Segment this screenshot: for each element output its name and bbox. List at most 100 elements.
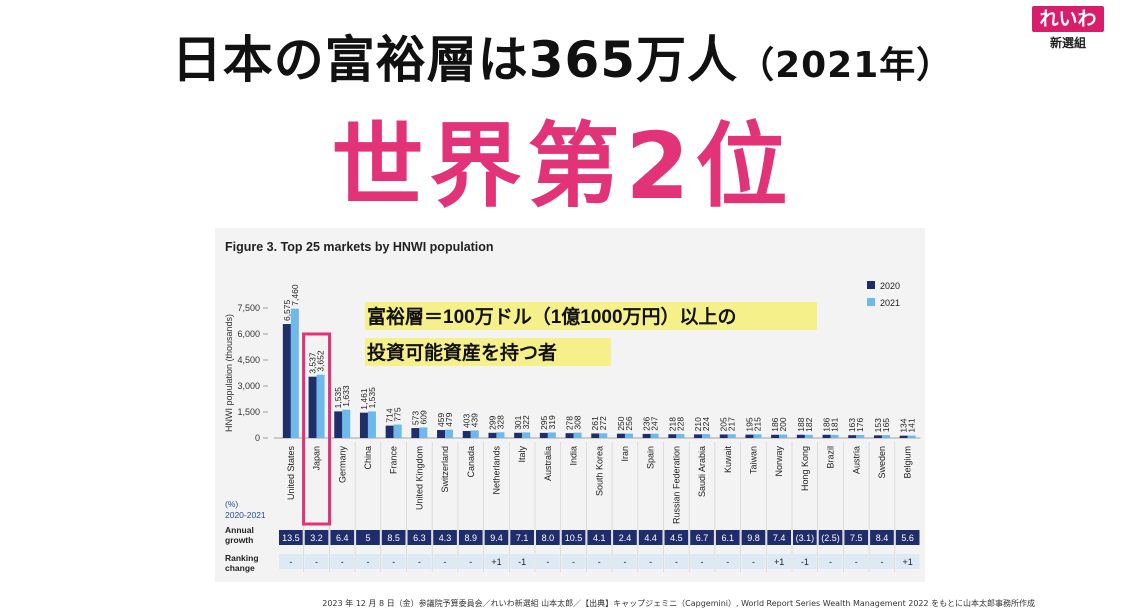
growth-value: 4.1: [593, 533, 606, 543]
bar-2021: [624, 433, 633, 438]
bar-value-label: 247: [650, 416, 660, 430]
growth-cell: [330, 530, 355, 545]
growth-cell: [818, 530, 843, 545]
bar-2020: [539, 432, 548, 438]
category-label: China: [363, 446, 373, 470]
ranking-cell: [690, 554, 714, 569]
bar-2020: [591, 433, 600, 438]
bar-value-label: 261: [590, 416, 600, 430]
bar-value-label: 250: [616, 416, 626, 430]
growth-value: 6.1: [721, 533, 734, 543]
growth-value: (2.5): [821, 533, 840, 543]
ranking-cell: [407, 554, 432, 569]
bar-2021: [779, 434, 788, 438]
ranking-value: -: [675, 557, 678, 567]
bar-value-label: 301: [513, 415, 523, 429]
bar-value-label: 775: [393, 407, 403, 421]
bar-2021: [881, 435, 890, 438]
growth-cell: [381, 530, 406, 545]
growth-row-label: Annual: [225, 525, 254, 535]
bar-value-label: 182: [804, 417, 814, 431]
category-label: Spain: [646, 446, 656, 469]
bar-2021: [445, 429, 454, 438]
bar-chart: Figure 3. Top 25 markets by HNWI populat…: [224, 240, 921, 573]
bar-2020: [899, 435, 908, 438]
ranking-value: -: [289, 557, 292, 567]
bar-2020: [616, 433, 625, 438]
ranking-value: -: [444, 557, 447, 567]
bar-2021: [804, 434, 813, 438]
bar-value-label: 714: [385, 408, 395, 422]
ranking-value: +1: [903, 557, 913, 567]
ranking-cell: [587, 554, 612, 569]
bar-value-label: 3,652: [316, 350, 326, 372]
bar-value-label: 6,575: [282, 299, 292, 321]
growth-cell: [587, 530, 612, 545]
bar-value-label: 186: [770, 417, 780, 431]
category-label: Hong Kong: [800, 446, 810, 491]
ranking-value: -: [726, 557, 729, 567]
category-label: Russian Federation: [671, 446, 681, 524]
bar-2021: [290, 308, 299, 438]
growth-value: 6.3: [413, 533, 426, 543]
bar-2020: [873, 435, 882, 438]
bar-2020: [694, 434, 703, 438]
ranking-value: -: [572, 557, 575, 567]
category-label: Germany: [337, 446, 347, 484]
bar-2021: [342, 409, 351, 438]
ranking-value: -1: [518, 557, 526, 567]
bar-2020: [848, 435, 857, 438]
japan-highlight-box: [302, 332, 332, 526]
y-tick-label: 3,000: [237, 381, 260, 391]
bar-2021: [702, 434, 711, 438]
bar-2020: [745, 434, 754, 438]
growth-cell: [510, 530, 534, 545]
growth-cell: [844, 530, 869, 545]
bar-value-label: 195: [744, 417, 754, 431]
chart-panel: Figure 3. Top 25 markets by HNWI populat…: [215, 228, 925, 582]
bar-value-label: 205: [719, 417, 729, 431]
category-label: Austria: [851, 446, 861, 474]
category-label: Switzerland: [440, 446, 450, 493]
bar-2020: [796, 434, 805, 438]
category-label: Saudi Arabia: [697, 446, 707, 497]
growth-value: 8.0: [542, 533, 555, 543]
category-label: France: [389, 446, 399, 474]
ranking-cell: [279, 554, 303, 569]
bar-2021: [856, 434, 865, 438]
bar-value-label: 224: [701, 417, 711, 431]
growth-cell: [715, 530, 740, 545]
bar-value-label: 163: [847, 418, 857, 432]
ranking-cell: [356, 554, 380, 569]
ranking-cell: [844, 554, 869, 569]
growth-value: 9.4: [490, 533, 503, 543]
growth-cell: [304, 530, 329, 545]
ranking-value: -: [469, 557, 472, 567]
ranking-cell: [330, 554, 355, 569]
growth-cell: [870, 530, 894, 545]
ranking-value: -: [315, 557, 318, 567]
bar-2020: [282, 324, 291, 438]
bar-value-label: 188: [796, 417, 806, 431]
bar-2021: [573, 432, 582, 438]
category-label: Canada: [466, 446, 476, 478]
ranking-value: -: [418, 557, 421, 567]
ranking-cell: [510, 554, 534, 569]
growth-value: 5: [365, 533, 370, 543]
ranking-cell: [664, 554, 689, 569]
ranking-cell: [793, 554, 817, 569]
growth-cell: [279, 530, 303, 545]
bar-value-label: 1,535: [333, 387, 343, 409]
category-label: Norway: [774, 446, 784, 477]
bar-2020: [565, 433, 574, 438]
bar-value-label: 176: [855, 417, 865, 431]
bar-2020: [385, 425, 394, 438]
bar-2020: [642, 433, 651, 438]
category-label: Belgium: [903, 446, 913, 479]
bar-2020: [719, 434, 728, 438]
bar-value-label: 236: [642, 416, 652, 430]
ranking-value: -: [623, 557, 626, 567]
ranking-value: -: [855, 557, 858, 567]
category-label: Japan: [312, 446, 322, 471]
growth-value: 8.4: [876, 533, 889, 543]
